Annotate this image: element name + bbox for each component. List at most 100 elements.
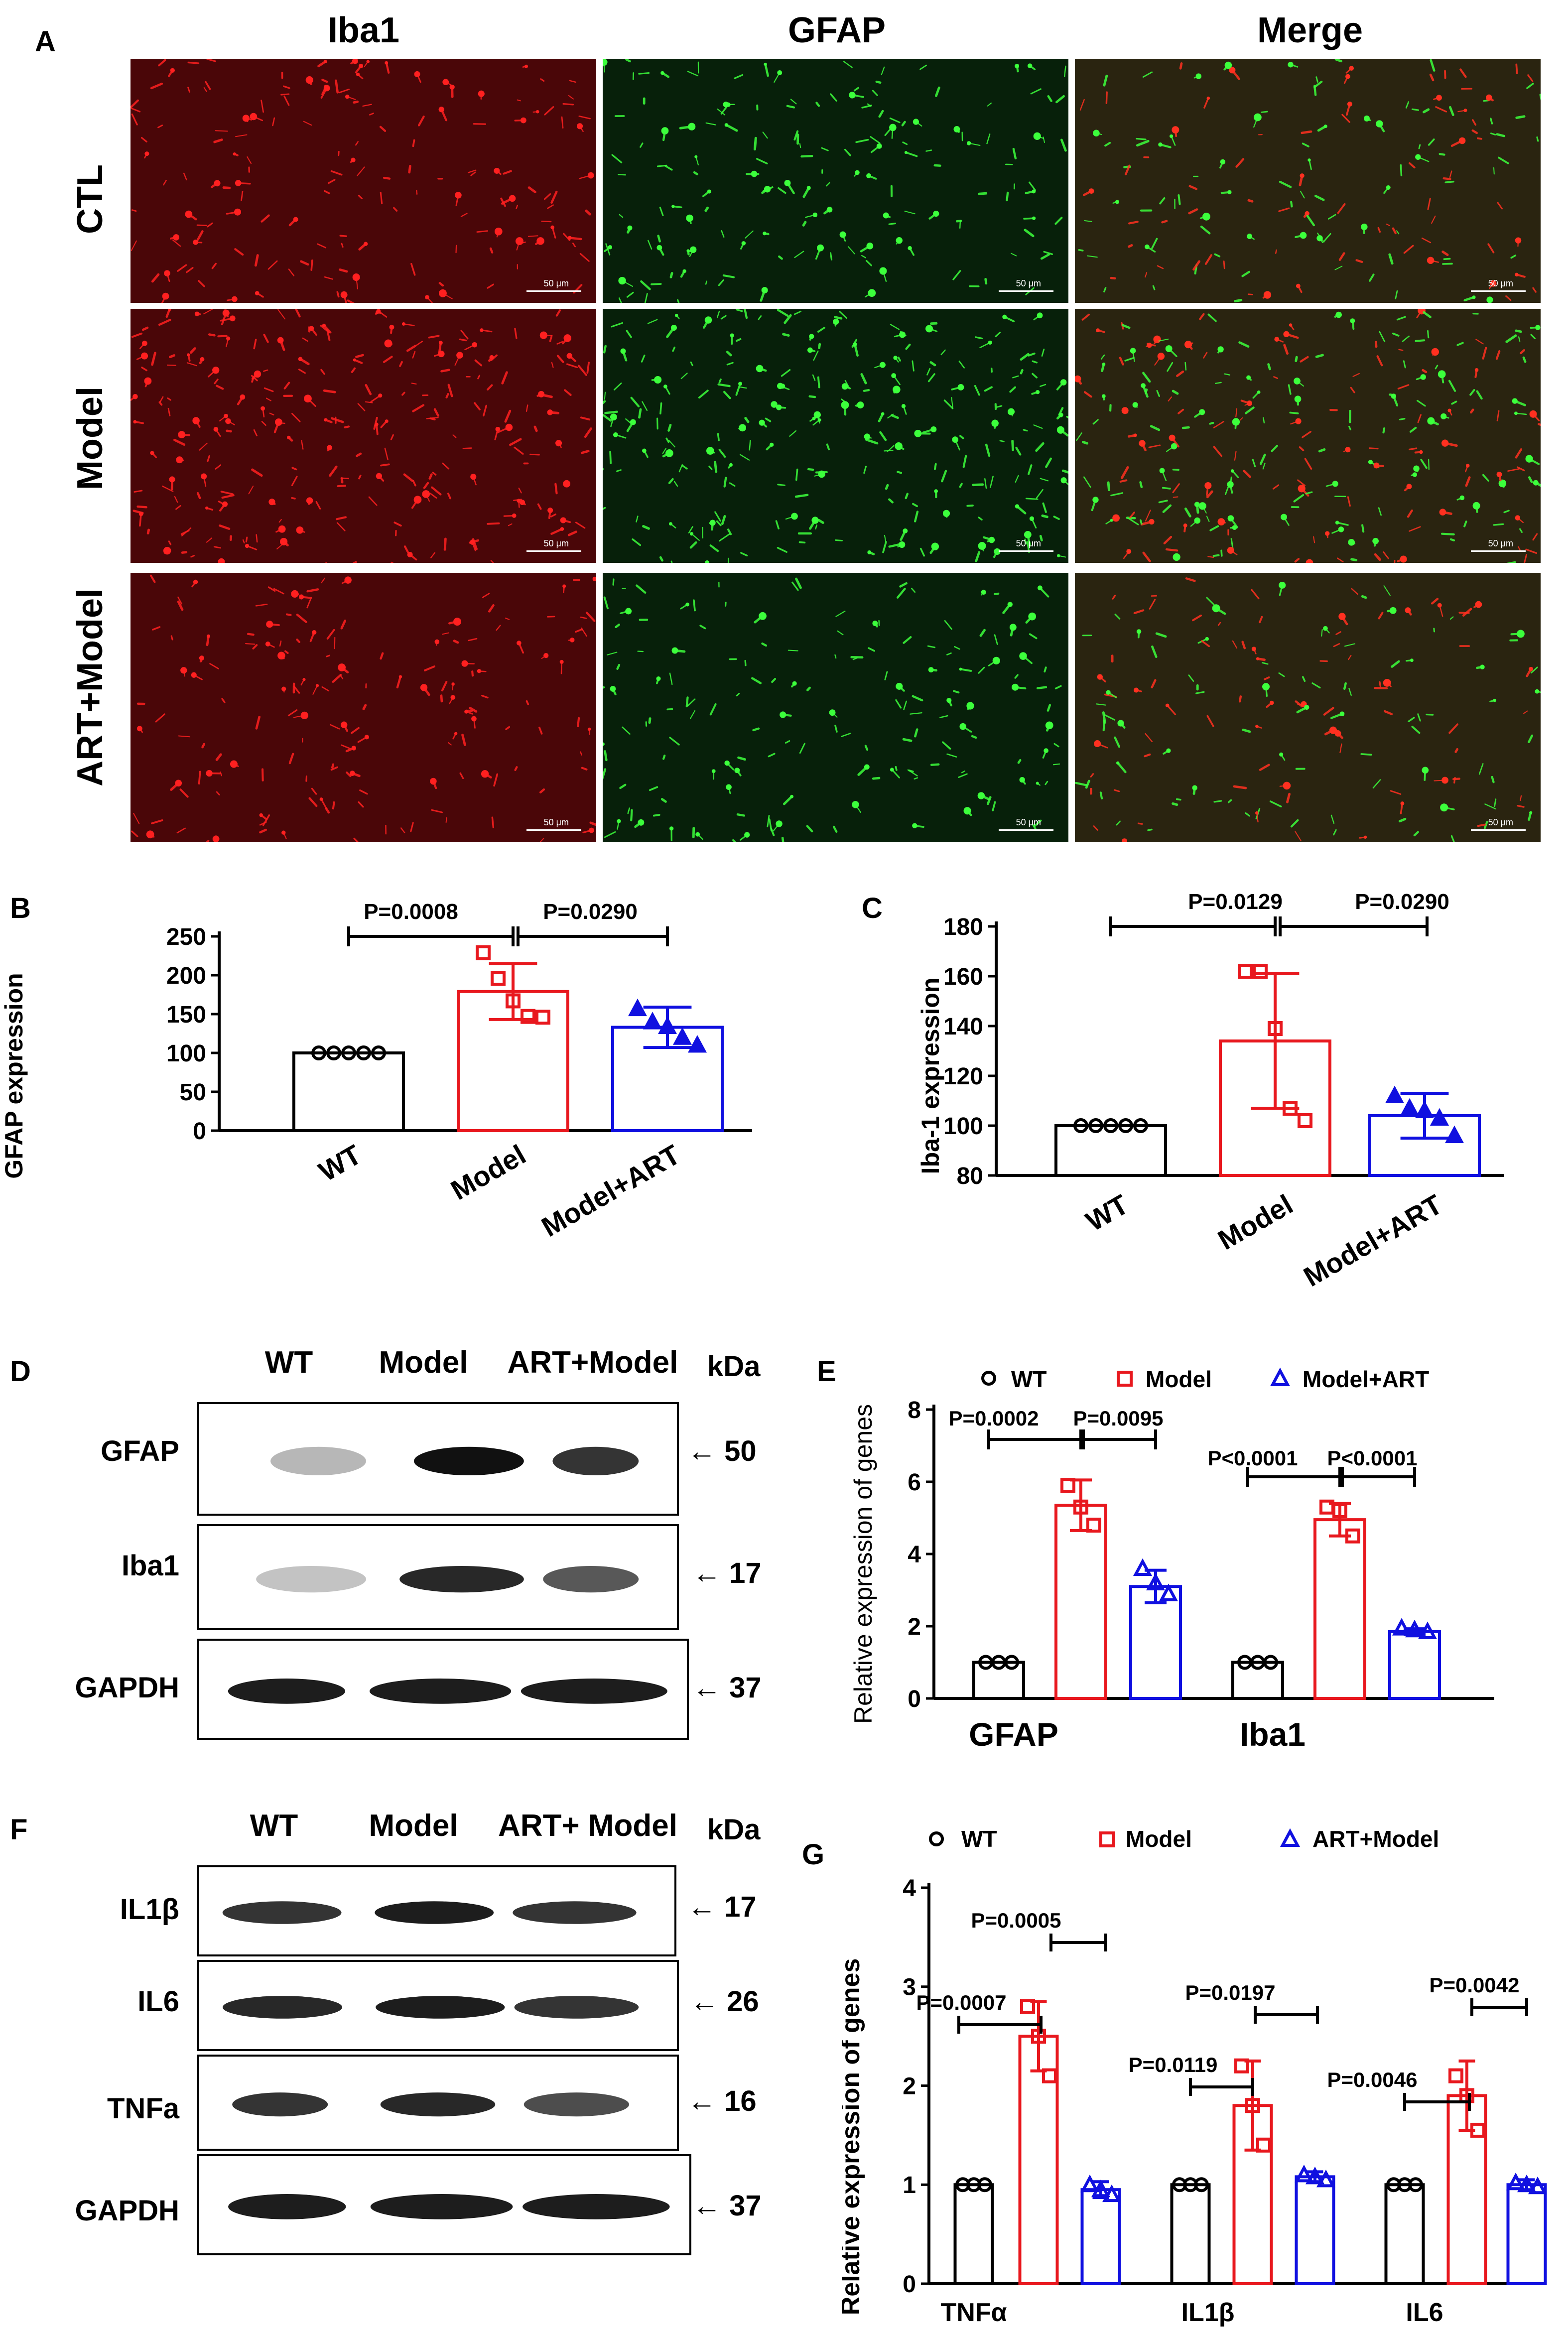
cell-process	[879, 431, 887, 441]
x-tick-label: Model+ART	[1298, 1188, 1447, 1293]
cell-process	[1409, 426, 1417, 433]
bar	[1384, 2183, 1425, 2285]
cell-process	[878, 110, 884, 118]
data-point	[1073, 1499, 1088, 1515]
cell-process	[430, 552, 436, 558]
cell-process	[725, 124, 738, 132]
cell-process	[505, 726, 511, 730]
cell-process	[1251, 589, 1260, 600]
data-point	[1418, 1621, 1437, 1639]
data-point	[1263, 1655, 1278, 1670]
cell-process	[1295, 831, 1302, 841]
cell-process	[687, 698, 696, 707]
data-point	[1316, 2169, 1336, 2188]
cell-body	[338, 663, 346, 671]
cell-process	[1369, 273, 1375, 282]
data-point	[687, 1035, 707, 1053]
cell-process	[207, 455, 210, 462]
cell-process	[987, 102, 992, 107]
scale-bar-label: 50 μm	[1016, 278, 1041, 288]
cell-process	[1433, 628, 1436, 633]
cell-process	[296, 639, 300, 643]
cell-body	[686, 249, 690, 253]
cell-body	[1304, 705, 1309, 710]
cell-process	[1382, 427, 1386, 434]
cell-process	[1114, 736, 1121, 748]
cell-process	[919, 64, 927, 70]
cell-process	[975, 551, 981, 562]
blot-band	[513, 1901, 637, 1924]
blot-band	[552, 1446, 639, 1475]
relative-expression-cytokines-chart: WT Model ART+Model Relative expression o…	[842, 1826, 1548, 2327]
cell-process	[778, 255, 783, 260]
cell-process	[878, 620, 880, 626]
cell-process	[1206, 597, 1215, 606]
cell-process	[1454, 748, 1458, 753]
cell-process	[365, 384, 372, 395]
cell-process	[726, 362, 734, 366]
cell-body	[1206, 96, 1210, 100]
data-point	[1194, 2177, 1209, 2193]
cell-process	[1247, 199, 1254, 203]
cell-body	[931, 542, 939, 550]
cell-process	[974, 336, 983, 340]
cell-process	[1336, 557, 1344, 563]
cell-process	[1085, 779, 1090, 789]
cell-process	[1232, 640, 1238, 649]
cell-process	[1206, 516, 1210, 522]
cell-process	[786, 105, 795, 109]
cell-body	[1400, 801, 1405, 805]
cell-process	[1241, 641, 1246, 649]
cell-process	[340, 619, 347, 630]
cell-process	[665, 437, 669, 443]
data-point	[1268, 1021, 1283, 1036]
cell-body	[214, 180, 221, 187]
data-point	[1298, 1113, 1312, 1128]
cell-process	[247, 117, 252, 121]
panel-label-b: B	[10, 892, 31, 924]
cell-process	[1507, 468, 1520, 472]
cell-body	[560, 527, 564, 531]
cell-process	[323, 389, 336, 393]
cell-process	[1139, 481, 1143, 489]
cell-process	[393, 521, 402, 527]
cell-process	[577, 717, 580, 728]
cell-process	[1538, 423, 1541, 426]
x-tick-label: Model	[445, 1139, 531, 1206]
cell-body	[751, 170, 758, 177]
western-blot-gapdh	[197, 1639, 689, 1740]
cell-process	[1041, 514, 1048, 518]
cell-process	[919, 547, 925, 557]
cell-process	[649, 786, 658, 791]
cell-process	[1409, 162, 1416, 169]
cell-process	[255, 716, 261, 730]
cell-process	[898, 356, 901, 362]
cell-body	[150, 451, 154, 455]
cell-process	[470, 171, 476, 176]
cell-process	[580, 450, 590, 454]
western-blot-gfap	[197, 1402, 679, 1516]
cell-body	[191, 672, 197, 678]
data-point	[643, 1012, 662, 1030]
cell-process	[1269, 800, 1282, 807]
cell-process	[261, 100, 264, 113]
cell-body	[266, 621, 273, 628]
cell-body	[277, 337, 284, 344]
scale-bar	[1471, 829, 1526, 831]
cell-process	[813, 350, 819, 361]
cell-body	[176, 456, 183, 464]
cell-process	[283, 382, 290, 389]
cell-process	[1302, 676, 1306, 682]
cell-body	[759, 419, 765, 426]
cell-process	[341, 243, 344, 248]
cell-body	[1459, 495, 1465, 501]
cell-process	[699, 625, 706, 630]
cell-body	[438, 341, 443, 345]
cell-process	[1360, 753, 1372, 756]
cell-process	[723, 477, 727, 488]
cell-body	[790, 794, 794, 798]
cell-process	[569, 80, 576, 83]
cell-process	[875, 80, 882, 84]
cell-process	[630, 396, 640, 407]
cell-body	[682, 269, 686, 273]
